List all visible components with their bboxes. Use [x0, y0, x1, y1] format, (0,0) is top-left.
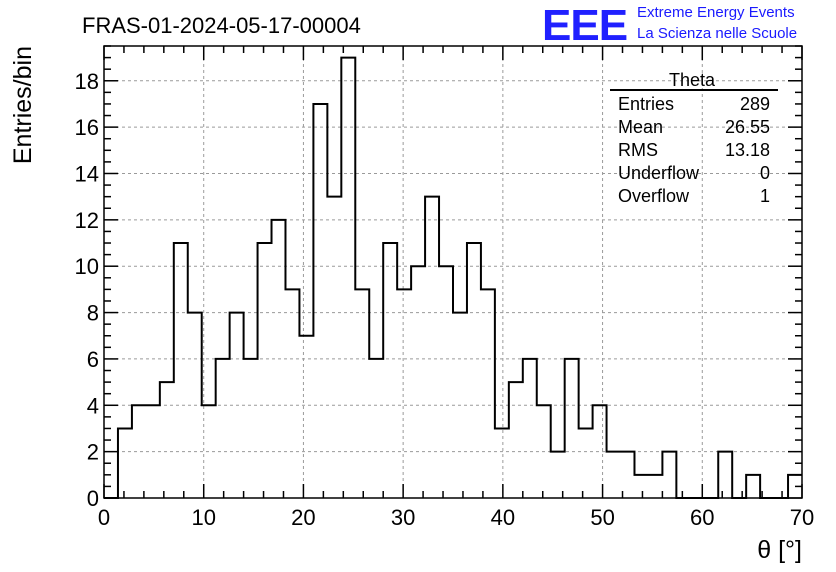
histogram-bin-17 [341, 58, 355, 498]
histogram-bin-24 [439, 266, 453, 498]
histogram-bin-16 [327, 197, 341, 498]
histogram-bin-29 [509, 382, 523, 498]
histogram-bin-18 [355, 289, 369, 498]
histogram-bin-38 [634, 475, 648, 498]
stats-title: Theta [669, 70, 716, 90]
histogram-bin-10 [244, 359, 258, 498]
y-tick-label-6: 6 [87, 347, 99, 372]
chart-title: FRAS-01-2024-05-17-00004 [82, 13, 361, 38]
histogram-bin-39 [648, 475, 662, 498]
x-tick-label-70: 70 [790, 505, 814, 530]
histogram-bars [104, 56, 802, 499]
histogram-bin-23 [425, 197, 439, 498]
histogram-bin-28 [495, 428, 509, 498]
x-tick-label-20: 20 [291, 505, 315, 530]
histogram-bin-5 [174, 243, 188, 498]
logo-line-1: Extreme Energy Events [637, 4, 795, 21]
stats-value-rms: 13.18 [725, 140, 770, 160]
histogram-bin-25 [453, 313, 467, 498]
histogram-bin-22 [411, 266, 425, 498]
x-tick-label-30: 30 [391, 505, 415, 530]
stats-label-overflow: Overflow [618, 186, 690, 206]
y-tick-label-2: 2 [87, 440, 99, 465]
x-tick-labels: 0 10 20 30 40 50 60 70 [98, 505, 814, 530]
stats-box: Theta Entries 289 Mean 26.55 RMS 13.18 Underfl… [610, 70, 778, 206]
histogram-bin-21 [397, 289, 411, 498]
y-tick-label-14: 14 [75, 161, 99, 186]
histogram-bin-34 [579, 428, 593, 498]
y-tick-label-10: 10 [75, 254, 99, 279]
histogram-outline [104, 56, 802, 499]
y-axis-title: Entries/bin [9, 46, 37, 164]
plot-frame [103, 45, 803, 499]
histogram-bin-27 [481, 289, 495, 498]
y-tick-labels: 0 2 4 6 8 10 12 14 16 18 [75, 69, 99, 511]
histogram-bin-19 [369, 359, 383, 498]
histogram-bin-31 [537, 405, 551, 498]
x-axis-title: θ [°] [757, 536, 802, 564]
stats-value-overflow: 1 [760, 186, 770, 206]
histogram-bin-6 [188, 313, 202, 498]
x-tick-label-10: 10 [191, 505, 215, 530]
stats-value-entries: 289 [740, 94, 770, 114]
histogram-bin-12 [272, 220, 286, 498]
y-tick-label-16: 16 [75, 115, 99, 140]
stats-value-mean: 26.55 [725, 117, 770, 137]
stats-label-entries: Entries [618, 94, 674, 114]
histogram-bin-8 [216, 359, 230, 498]
histogram-bin-13 [285, 289, 299, 498]
x-tick-label-40: 40 [491, 505, 515, 530]
histogram-bin-30 [523, 359, 537, 498]
histogram-bin-35 [593, 405, 607, 498]
y-tick-label-12: 12 [75, 208, 99, 233]
histogram-bin-1 [118, 428, 132, 498]
histogram-bin-9 [230, 313, 244, 498]
y-tick-label-0: 0 [87, 486, 99, 511]
x-tick-label-60: 60 [690, 505, 714, 530]
histogram-bin-26 [467, 243, 481, 498]
stats-label-rms: RMS [618, 140, 658, 160]
histogram-bin-14 [299, 336, 313, 498]
histogram-bin-46 [746, 475, 760, 498]
histogram-bin-33 [565, 359, 579, 498]
stats-label-mean: Mean [618, 117, 663, 137]
logo-line-2: La Scienza nelle Scuole [637, 25, 797, 42]
x-tick-label-50: 50 [590, 505, 614, 530]
x-tick-label-0: 0 [98, 505, 110, 530]
stats-value-underflow: 0 [760, 163, 770, 183]
y-tick-label-4: 4 [87, 393, 99, 418]
histogram-bin-20 [383, 243, 397, 498]
eee-logo: EEE [542, 1, 627, 50]
stats-label-underflow: Underflow [618, 163, 700, 183]
y-tick-label-8: 8 [87, 301, 99, 326]
histogram-bin-3 [146, 405, 160, 498]
stats-rows: Entries 289 Mean 26.55 RMS 13.18 Underflow 0 Ove… [618, 94, 770, 206]
histogram-bin-40 [662, 452, 676, 498]
axis-ticks [103, 45, 803, 499]
y-tick-label-18: 18 [75, 69, 99, 94]
histogram-bin-4 [160, 382, 174, 498]
histogram-bin-36 [607, 452, 621, 498]
histogram-bin-44 [718, 452, 732, 498]
histogram-bin-2 [132, 405, 146, 498]
histogram-bin-11 [258, 243, 272, 498]
histogram-bin-15 [313, 104, 327, 498]
